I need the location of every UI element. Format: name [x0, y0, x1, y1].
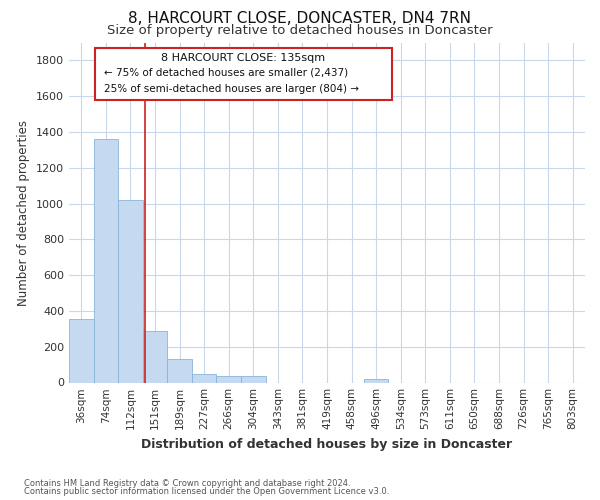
Bar [143, 330, 167, 382]
Bar [94, 139, 118, 382]
Text: 25% of semi-detached houses are larger (804) →: 25% of semi-detached houses are larger (… [104, 84, 359, 94]
X-axis label: Distribution of detached houses by size in Doncaster: Distribution of detached houses by size … [142, 438, 512, 451]
Text: 8, HARCOURT CLOSE, DONCASTER, DN4 7RN: 8, HARCOURT CLOSE, DONCASTER, DN4 7RN [128, 11, 472, 26]
Bar [118, 200, 143, 382]
Text: ← 75% of detached houses are smaller (2,437): ← 75% of detached houses are smaller (2,… [104, 68, 347, 78]
Y-axis label: Number of detached properties: Number of detached properties [17, 120, 31, 306]
FancyBboxPatch shape [95, 48, 392, 100]
Bar [217, 376, 241, 382]
Bar [241, 376, 266, 382]
Text: Size of property relative to detached houses in Doncaster: Size of property relative to detached ho… [107, 24, 493, 37]
Bar [69, 319, 94, 382]
Bar [364, 379, 388, 382]
Text: Contains public sector information licensed under the Open Government Licence v3: Contains public sector information licen… [24, 487, 389, 496]
Text: Contains HM Land Registry data © Crown copyright and database right 2024.: Contains HM Land Registry data © Crown c… [24, 478, 350, 488]
Bar [167, 359, 192, 382]
Text: 8 HARCOURT CLOSE: 135sqm: 8 HARCOURT CLOSE: 135sqm [161, 52, 325, 62]
Bar [192, 374, 217, 382]
